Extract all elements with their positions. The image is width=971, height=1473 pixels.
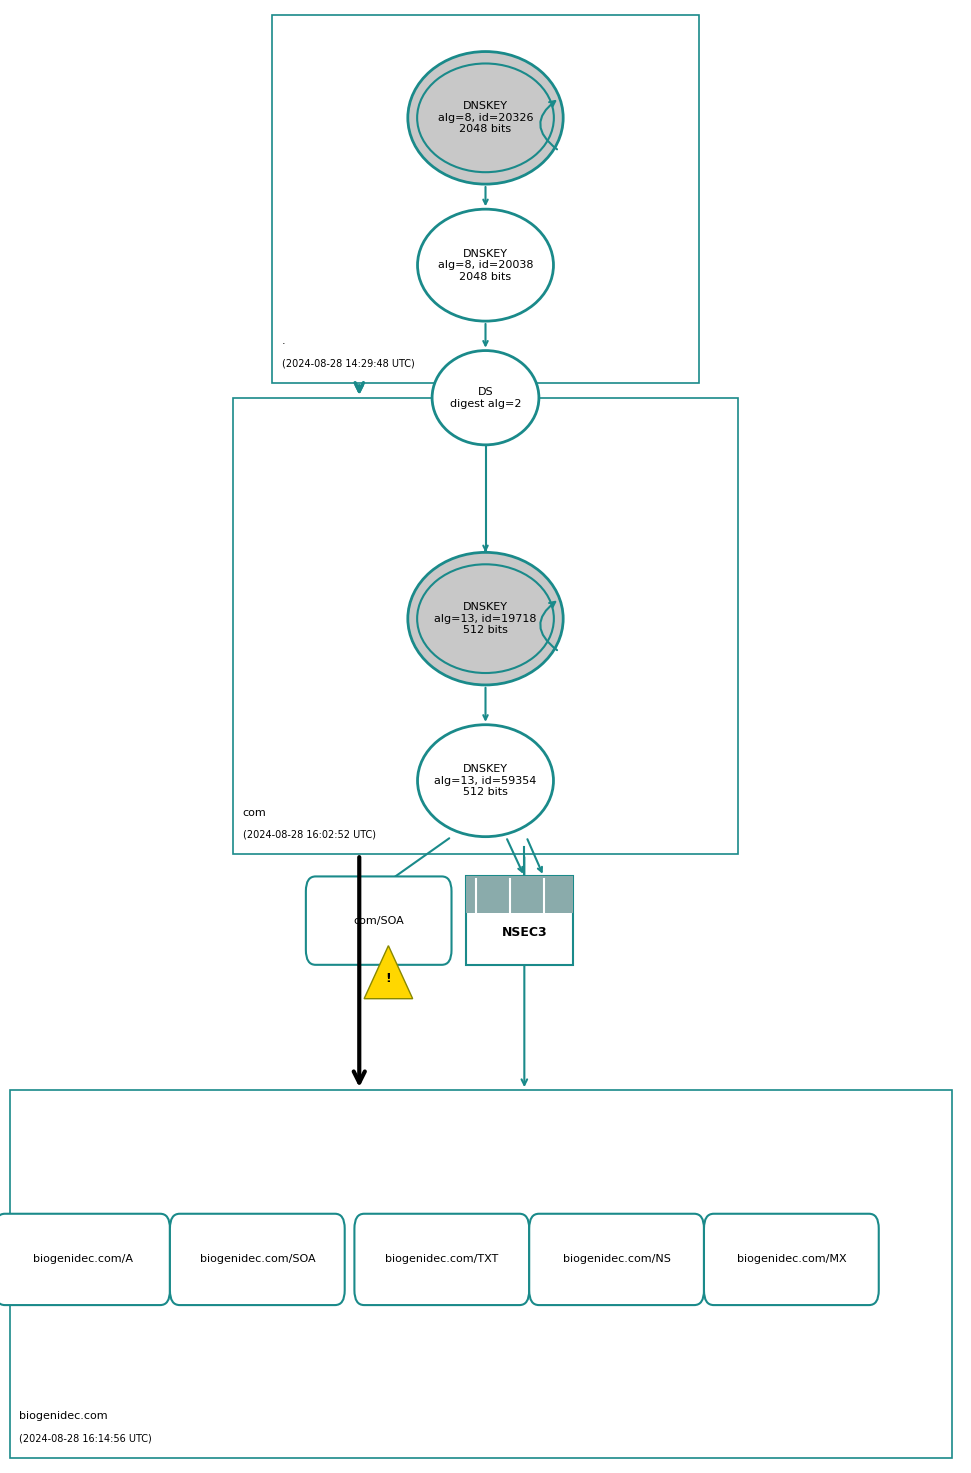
- Text: biogenidec.com: biogenidec.com: [19, 1411, 108, 1421]
- Text: biogenidec.com/SOA: biogenidec.com/SOA: [199, 1255, 316, 1264]
- Ellipse shape: [418, 564, 553, 673]
- Text: DNSKEY
alg=13, id=59354
512 bits: DNSKEY alg=13, id=59354 512 bits: [434, 764, 537, 797]
- Ellipse shape: [418, 63, 553, 172]
- Text: (2024-08-28 14:29:48 UTC): (2024-08-28 14:29:48 UTC): [282, 358, 415, 368]
- FancyBboxPatch shape: [272, 15, 699, 383]
- Text: !: !: [385, 972, 391, 984]
- Text: DNSKEY
alg=8, id=20326
2048 bits: DNSKEY alg=8, id=20326 2048 bits: [438, 102, 533, 134]
- Ellipse shape: [408, 52, 563, 184]
- Text: .: .: [282, 336, 285, 346]
- Text: biogenidec.com/NS: biogenidec.com/NS: [562, 1255, 671, 1264]
- Ellipse shape: [418, 725, 553, 837]
- Text: (2024-08-28 16:02:52 UTC): (2024-08-28 16:02:52 UTC): [243, 829, 376, 840]
- FancyBboxPatch shape: [529, 1214, 704, 1305]
- Text: (2024-08-28 16:14:56 UTC): (2024-08-28 16:14:56 UTC): [19, 1433, 152, 1444]
- Text: DS
digest alg=2: DS digest alg=2: [450, 387, 521, 408]
- Ellipse shape: [432, 351, 539, 445]
- FancyBboxPatch shape: [354, 1214, 529, 1305]
- FancyBboxPatch shape: [704, 1214, 879, 1305]
- Text: biogenidec.com/MX: biogenidec.com/MX: [737, 1255, 846, 1264]
- Text: DNSKEY
alg=13, id=19718
512 bits: DNSKEY alg=13, id=19718 512 bits: [434, 602, 537, 635]
- Text: biogenidec.com/TXT: biogenidec.com/TXT: [385, 1255, 498, 1264]
- Text: com: com: [243, 807, 266, 818]
- Text: DNSKEY
alg=8, id=20038
2048 bits: DNSKEY alg=8, id=20038 2048 bits: [438, 249, 533, 281]
- Ellipse shape: [408, 552, 563, 685]
- FancyBboxPatch shape: [170, 1214, 345, 1305]
- Text: com/SOA: com/SOA: [353, 916, 404, 925]
- FancyBboxPatch shape: [306, 876, 452, 965]
- FancyBboxPatch shape: [10, 1090, 952, 1458]
- Text: NSEC3: NSEC3: [502, 927, 547, 938]
- FancyBboxPatch shape: [233, 398, 738, 854]
- Text: biogenidec.com/A: biogenidec.com/A: [33, 1255, 132, 1264]
- Ellipse shape: [418, 209, 553, 321]
- FancyBboxPatch shape: [466, 876, 573, 965]
- FancyBboxPatch shape: [466, 876, 573, 913]
- Polygon shape: [364, 946, 413, 999]
- FancyBboxPatch shape: [0, 1214, 170, 1305]
